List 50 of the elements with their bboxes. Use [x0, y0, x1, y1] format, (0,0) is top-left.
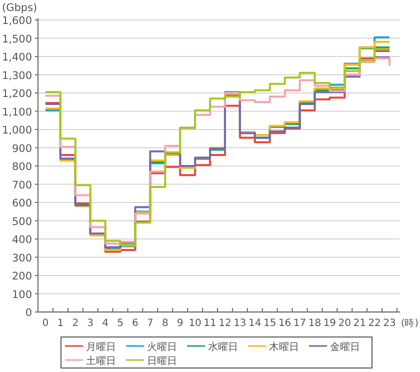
y-tick-label: 100 — [12, 288, 32, 301]
y-tick-label: 300 — [12, 252, 32, 264]
x-tick-label: 3 — [87, 318, 94, 329]
y-tick-label: 0 — [25, 307, 32, 319]
y-tick-label: 600 — [12, 198, 32, 210]
y-tick-label: 700 — [12, 179, 32, 192]
legend-label: 金曜日 — [330, 341, 360, 353]
x-axis-title: (時) — [401, 317, 418, 329]
y-tick-label: 1,200 — [2, 88, 32, 100]
x-tick-label: 18 — [308, 318, 322, 329]
legend-label: 水曜日 — [208, 341, 238, 353]
legend-label: 火曜日 — [147, 341, 177, 353]
legend-label: 木曜日 — [269, 341, 299, 353]
x-tick-label: 4 — [102, 318, 108, 329]
y-axis-title: (Gbps) — [2, 2, 38, 14]
y-tick-label: 900 — [12, 142, 32, 155]
x-tick-label: 22 — [368, 318, 381, 329]
y-tick-label: 400 — [12, 234, 32, 246]
x-tick-label: 1 — [57, 318, 64, 329]
y-tick-label: 800 — [12, 161, 32, 173]
legend-label: 月曜日 — [86, 341, 116, 353]
x-tick-label: 14 — [248, 318, 262, 329]
x-tick-label: 19 — [323, 318, 336, 329]
x-tick-label: 13 — [234, 318, 246, 329]
y-tick-label: 1,300 — [2, 70, 32, 82]
y-tick-label: 200 — [12, 270, 32, 282]
x-tick-label: 10 — [188, 318, 202, 329]
y-tick-label: 1,500 — [2, 33, 32, 46]
x-tick-label: 17 — [293, 318, 306, 329]
x-tick-label: 21 — [353, 318, 366, 329]
x-tick-label: 16 — [278, 318, 292, 329]
x-tick-label: 2 — [72, 318, 79, 329]
legend-label: 日曜日 — [147, 355, 177, 367]
x-tick-label: 7 — [147, 318, 154, 329]
x-tick-label: 23 — [383, 318, 396, 329]
x-tick-label: 11 — [204, 318, 216, 329]
y-tick-label: 1,000 — [2, 124, 32, 136]
x-tick-label: 5 — [117, 318, 124, 329]
x-tick-label: 9 — [176, 318, 184, 329]
x-tick-label: 0 — [42, 318, 49, 329]
y-tick-label: 1,600 — [2, 15, 32, 27]
x-tick-label: 12 — [218, 318, 232, 329]
legend-label: 土曜日 — [86, 355, 116, 367]
x-tick-label: 6 — [132, 318, 138, 329]
y-tick-label: 1,400 — [2, 52, 32, 64]
x-tick-label: 20 — [338, 318, 352, 329]
x-tick-label: 8 — [162, 318, 168, 329]
x-tick-label: 15 — [263, 318, 276, 329]
y-tick-label: 1,100 — [2, 106, 32, 118]
y-tick-label: 500 — [12, 216, 32, 228]
